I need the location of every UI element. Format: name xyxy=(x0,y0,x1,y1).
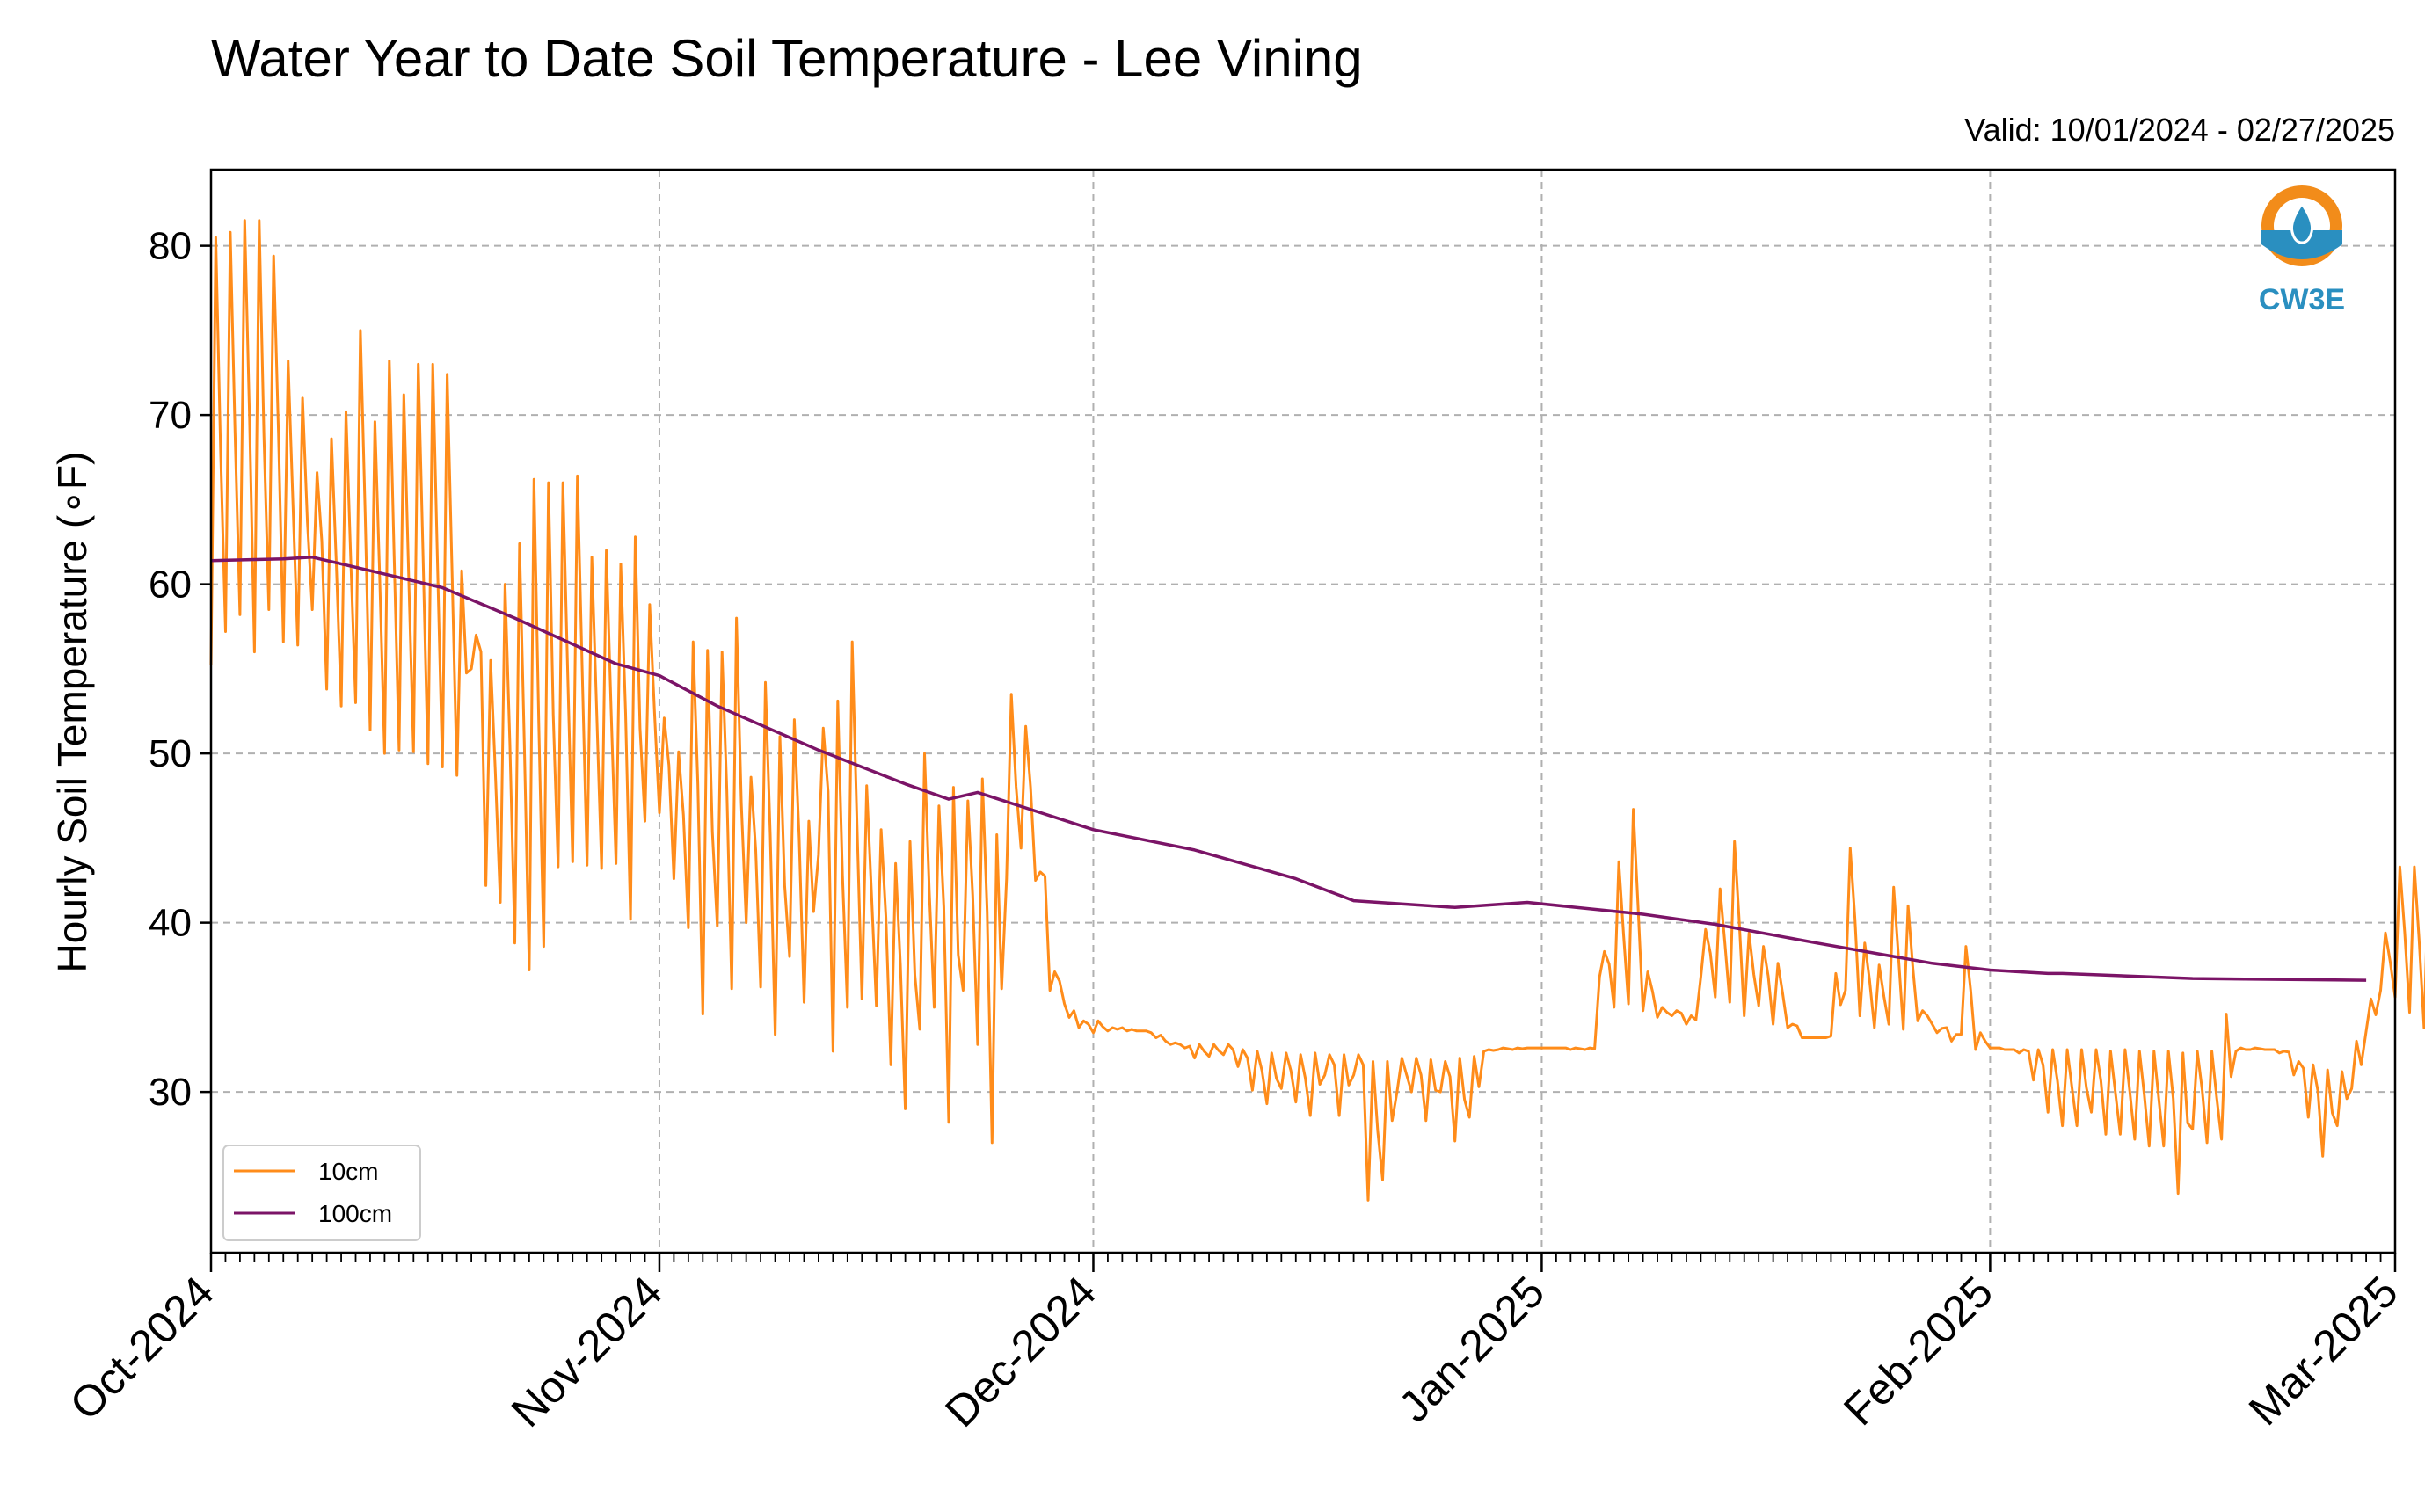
y-tick-label-80: 80 xyxy=(149,225,192,268)
y-tick-label-60: 60 xyxy=(149,563,192,607)
chart-title: Water Year to Date Soil Temperature - Le… xyxy=(211,29,1363,88)
chart-subtitle: Valid: 10/01/2024 - 02/27/2025 xyxy=(1964,112,2395,148)
x-tick-label-Oct-2024: Oct-2024 xyxy=(61,1267,223,1429)
series-line-100cm xyxy=(210,556,2367,982)
logo-wave-icon xyxy=(2261,230,2342,259)
legend-label-10cm: 10cm xyxy=(318,1158,378,1185)
logo-drop-icon xyxy=(2290,201,2313,244)
tick-labels: 30 40 50 60 70 80 Oct-2024 Nov-2024 Dec-2024 Jan-… xyxy=(61,225,2407,1436)
x-tick-label-Mar-2025: Mar-2025 xyxy=(2239,1267,2407,1435)
cw3e-logo: CW3E xyxy=(2259,185,2345,316)
legend: 10cm 100cm xyxy=(222,1145,421,1241)
x-tick-label-Feb-2025: Feb-2025 xyxy=(1834,1267,2002,1435)
y-tick-label-30: 30 xyxy=(149,1071,192,1114)
series-line-10cm xyxy=(209,219,2425,1202)
y-tick-label-70: 70 xyxy=(149,394,192,437)
x-tick-label-Jan-2025: Jan-2025 xyxy=(1389,1267,1554,1431)
x-tick-label-Nov-2024: Nov-2024 xyxy=(502,1267,672,1436)
logo-text: CW3E xyxy=(2259,283,2345,316)
plot-frame xyxy=(209,168,2397,1254)
y-axis-label: Hourly Soil Temperature (∘F) xyxy=(49,452,95,973)
legend-label-100cm: 100cm xyxy=(318,1200,392,1227)
x-tick-label-Dec-2024: Dec-2024 xyxy=(936,1267,1105,1436)
y-tick-label-40: 40 xyxy=(149,902,192,945)
axis-ticks xyxy=(200,244,2397,1272)
y-tick-label-50: 50 xyxy=(149,732,192,775)
legend-box xyxy=(222,1145,421,1241)
plot-series xyxy=(209,219,2425,1202)
